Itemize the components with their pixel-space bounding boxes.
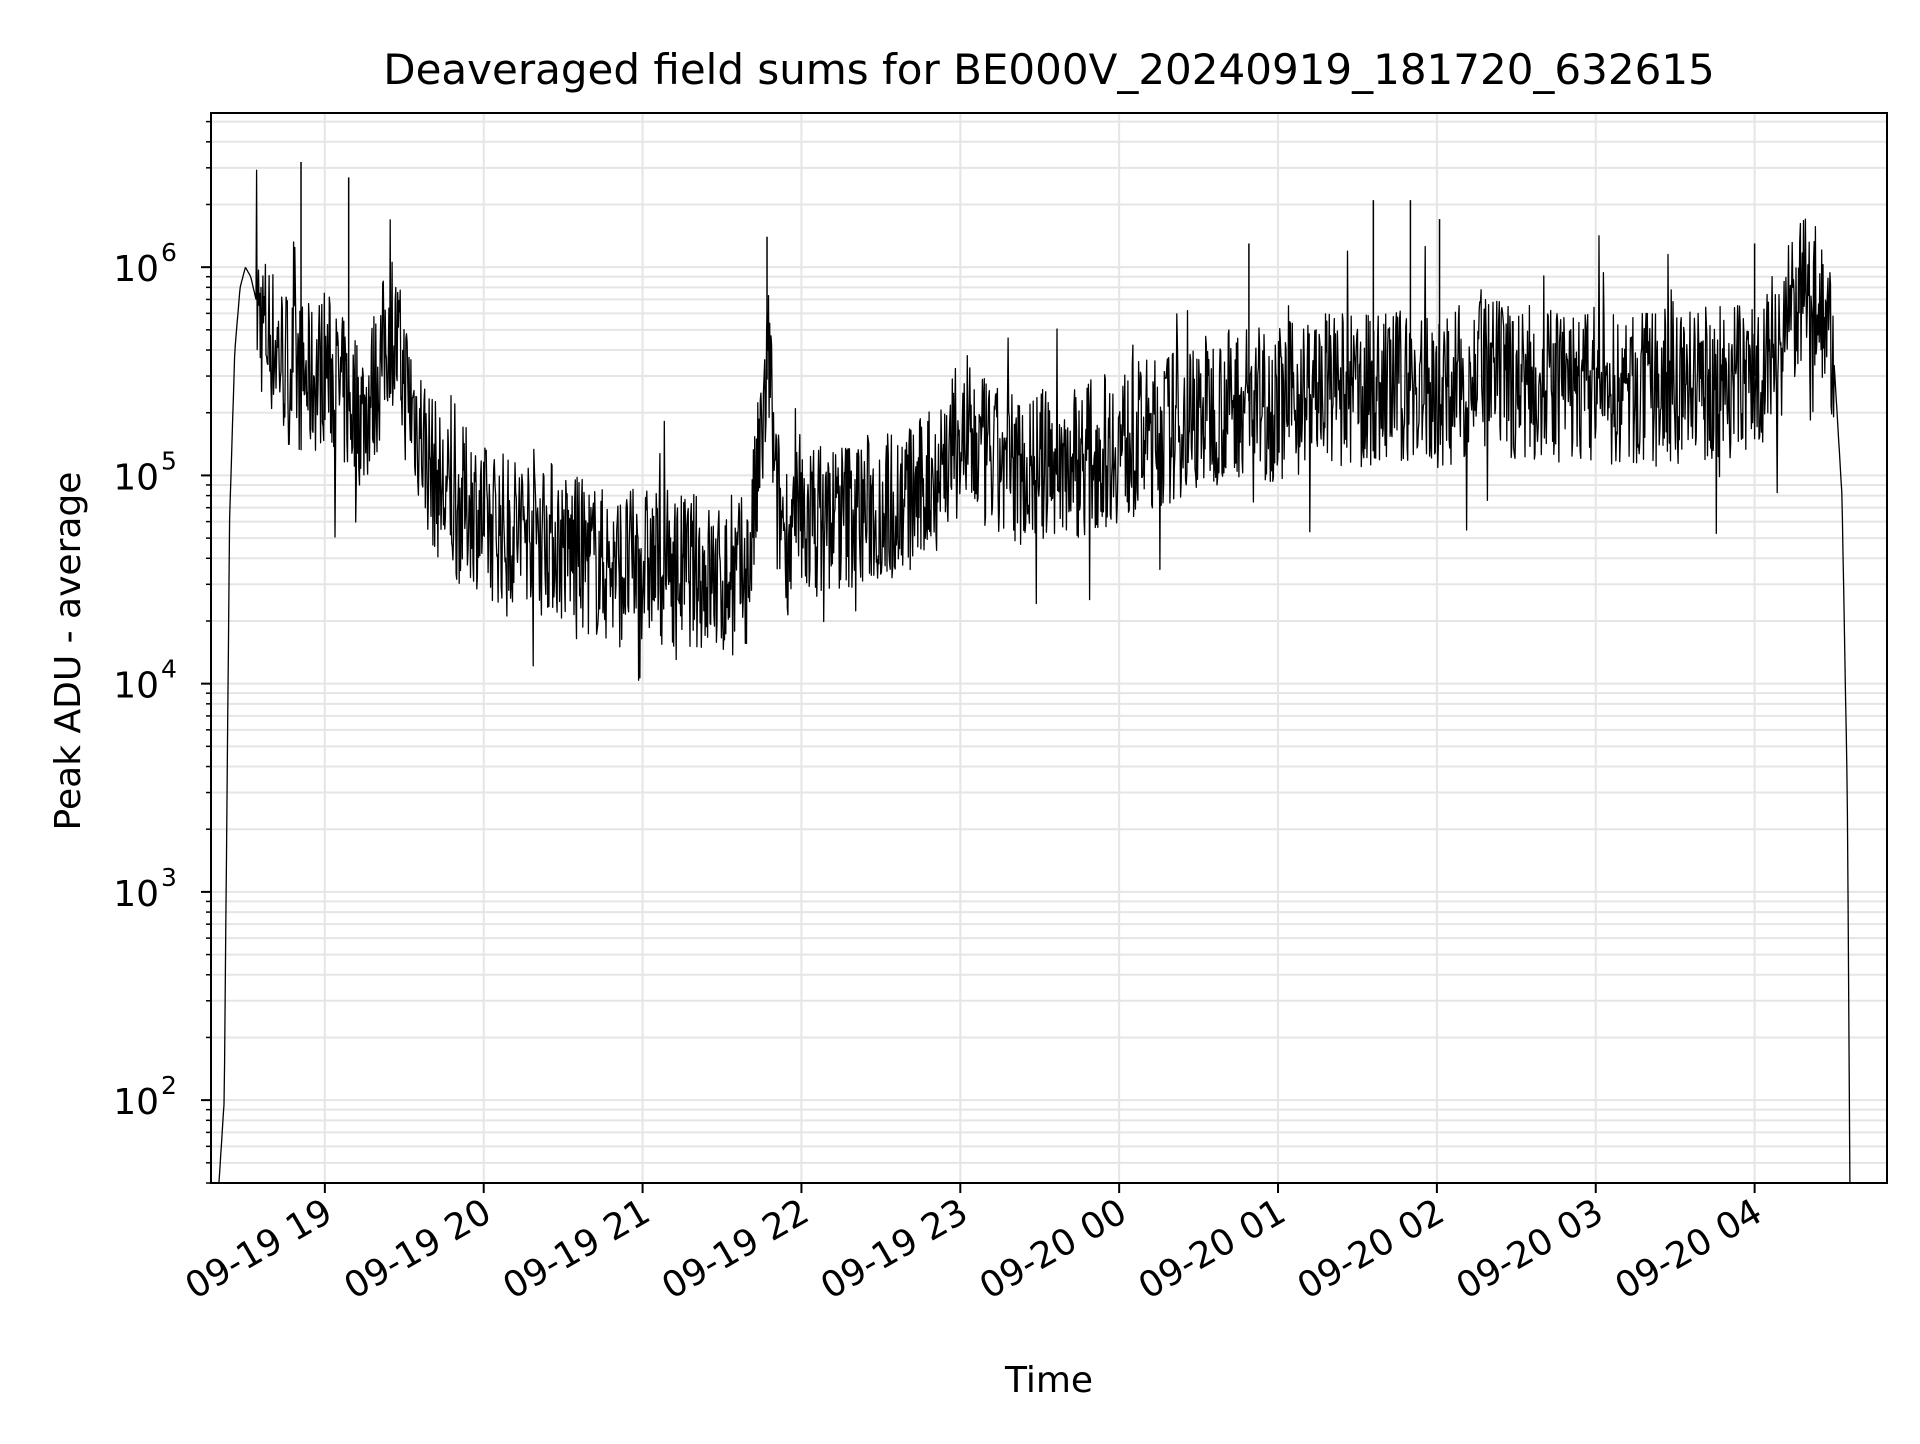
x-tick-label: 09-20 02 bbox=[1291, 1191, 1452, 1307]
x-tick-label: 09-20 03 bbox=[1450, 1191, 1611, 1307]
y-tick-exponent: 2 bbox=[161, 1071, 177, 1100]
x-tick-label: 09-19 21 bbox=[496, 1191, 657, 1307]
x-tick-label: 09-19 22 bbox=[655, 1191, 816, 1307]
x-tick-label: 09-20 01 bbox=[1132, 1191, 1293, 1307]
x-tick-label: 09-20 04 bbox=[1608, 1191, 1769, 1307]
series-layer bbox=[218, 161, 1851, 1184]
x-tick-label: 09-19 19 bbox=[179, 1191, 340, 1307]
y-tick-exponent: 5 bbox=[161, 446, 177, 475]
y-tick-label: 10 bbox=[113, 666, 159, 707]
x-tick-label: 09-19 20 bbox=[338, 1191, 499, 1307]
grid bbox=[211, 113, 1887, 1184]
y-tick-exponent: 3 bbox=[161, 863, 177, 892]
series-line bbox=[218, 169, 1851, 1184]
y-tick-label: 10 bbox=[113, 1082, 159, 1123]
y-tick-exponent: 6 bbox=[161, 238, 177, 267]
y-tick-label: 10 bbox=[113, 874, 159, 915]
y-tick-label: 10 bbox=[113, 457, 159, 498]
x-axis-label: Time bbox=[1004, 1360, 1093, 1401]
y-tick-exponent: 4 bbox=[161, 655, 177, 684]
x-tick-label: 09-19 23 bbox=[814, 1191, 975, 1307]
chart-title: Deaveraged field sums for BE000V_2024091… bbox=[383, 45, 1715, 94]
x-tick-label: 09-20 00 bbox=[973, 1191, 1134, 1307]
plot-frame bbox=[210, 112, 1888, 1184]
y-axis-label: Peak ADU - average bbox=[48, 472, 89, 831]
y-tick-label: 10 bbox=[113, 249, 159, 290]
